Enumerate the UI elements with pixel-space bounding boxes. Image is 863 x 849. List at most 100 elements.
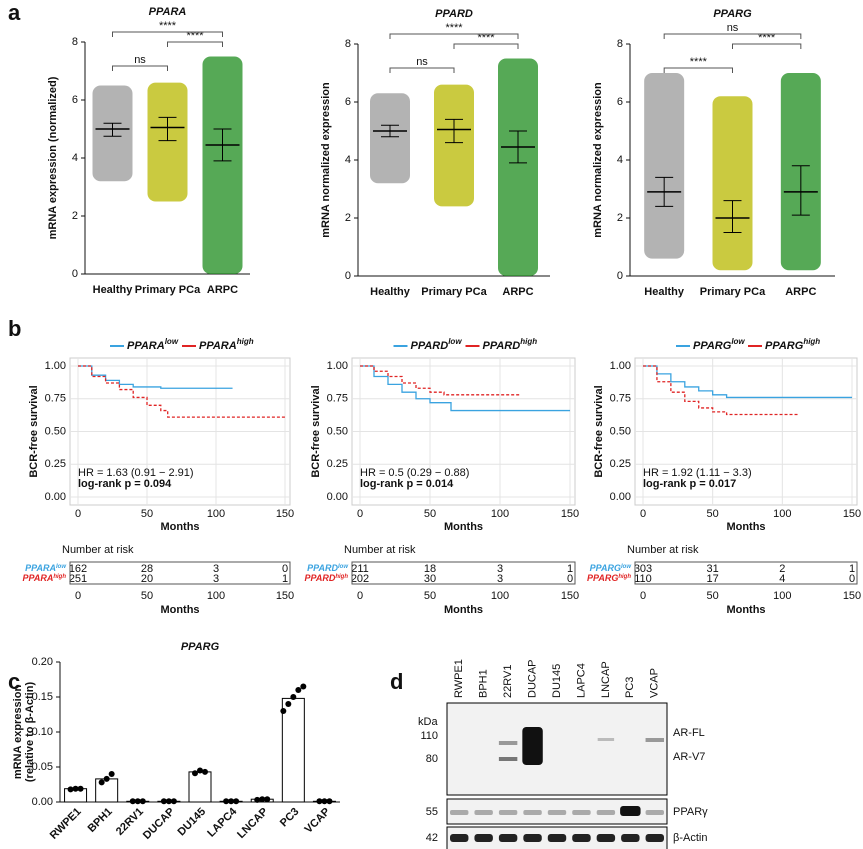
y-tick-label: 0 xyxy=(617,270,623,282)
legend-label: PPARDlow xyxy=(411,337,463,352)
band-label: AR-FL xyxy=(673,727,705,739)
legend-label: PPARDhigh xyxy=(483,337,538,352)
x-tick-label: 0 xyxy=(640,508,646,520)
data-point xyxy=(192,770,198,777)
data-point xyxy=(103,775,110,782)
y-tick-label: 8 xyxy=(617,38,623,50)
x-tick-label: 100 xyxy=(207,590,225,602)
significance: **** xyxy=(445,22,463,34)
bracket xyxy=(732,43,802,49)
y-tick-label: 1.00 xyxy=(45,360,66,372)
band xyxy=(498,741,518,745)
y-tick-label: 0.75 xyxy=(610,393,631,405)
data-point xyxy=(129,798,136,805)
data-point xyxy=(254,796,261,803)
chart-title: PPARA xyxy=(149,6,187,18)
survival-curve xyxy=(643,365,800,416)
x-tick-label: DU145 xyxy=(175,806,208,839)
y-tick-label: 0.75 xyxy=(45,393,66,405)
survival-curve xyxy=(643,365,852,399)
chart-title: PPARG xyxy=(181,641,220,653)
data-point xyxy=(160,798,167,805)
x-tick-label: Healthy xyxy=(93,284,134,296)
kda-marker: 110 xyxy=(420,730,438,742)
risk-value: 28 xyxy=(141,563,153,575)
risk-gene: PPARD xyxy=(307,563,338,573)
y-tick-label: 4 xyxy=(72,152,78,164)
risk-level: low xyxy=(56,564,66,570)
bracket xyxy=(389,33,519,39)
x-tick-label: Primary PCa xyxy=(135,284,201,296)
band xyxy=(572,810,591,815)
x-tick-label: 50 xyxy=(141,590,153,602)
x-tick-label: 50 xyxy=(424,508,436,520)
risk-value: 17 xyxy=(707,573,719,585)
y-tick-label: 0.10 xyxy=(32,726,53,738)
y-tick-label: 0.25 xyxy=(610,458,631,470)
value-range xyxy=(147,82,188,202)
panel-label: c xyxy=(8,669,20,694)
risk-value: 3 xyxy=(497,573,503,585)
kda-label: kDa xyxy=(418,716,438,728)
chart-title: PPARD xyxy=(435,8,473,20)
band xyxy=(645,810,664,815)
x-tick-label: 0 xyxy=(640,590,646,602)
lane-label: BPH1 xyxy=(478,669,490,698)
band xyxy=(620,806,641,816)
band xyxy=(498,757,518,761)
legend-label: PPARAhigh xyxy=(199,337,254,352)
x-tick-label: DUCAP xyxy=(141,806,177,842)
risk-level: high xyxy=(53,574,66,580)
annotation: HR = 0.5 (0.29 − 0.88) xyxy=(360,467,469,479)
data-point xyxy=(139,798,146,805)
y-tick-label: 0 xyxy=(72,268,78,280)
band xyxy=(547,834,567,842)
y-axis-label: BCR-free survival xyxy=(28,385,40,477)
legend-gene: PPARD xyxy=(483,340,521,352)
legend-gene: PPARA xyxy=(199,340,237,352)
y-axis-label: mRNA expression xyxy=(12,685,24,780)
band xyxy=(498,810,518,815)
bracket xyxy=(389,67,455,73)
y-tick-label: 0.25 xyxy=(327,458,348,470)
x-tick-label: LNCAP xyxy=(235,806,270,841)
band xyxy=(474,834,493,842)
risk-value: 162 xyxy=(69,563,87,575)
annotation: log-rank p = 0.017 xyxy=(643,478,736,490)
significance: **** xyxy=(186,30,204,42)
risk-value: 1 xyxy=(282,573,288,585)
x-tick-label: RWPE1 xyxy=(48,806,84,842)
data-point xyxy=(321,798,328,805)
bracket xyxy=(453,43,519,49)
risk-level: low xyxy=(338,564,348,570)
bracket xyxy=(663,33,802,39)
risk-value: 3 xyxy=(213,563,219,575)
x-tick-label: 50 xyxy=(424,590,436,602)
value-range xyxy=(498,58,538,276)
lane-label: LAPC4 xyxy=(575,663,587,698)
risk-value: 1 xyxy=(567,563,573,575)
data-point xyxy=(72,785,79,792)
risk-value: 4 xyxy=(779,573,785,585)
survival-curve xyxy=(78,365,285,418)
data-point xyxy=(264,796,271,803)
band xyxy=(621,834,640,842)
data-point xyxy=(134,798,141,805)
data-point xyxy=(316,798,323,805)
risk-level: high xyxy=(335,574,348,580)
legend-gene: PPARA xyxy=(127,340,165,352)
x-tick-label: ARPC xyxy=(207,284,238,296)
x-tick-label: 0 xyxy=(357,508,363,520)
panel-label: d xyxy=(390,669,403,694)
risk-value: 1 xyxy=(849,563,855,575)
risk-row-label: PPARAhigh xyxy=(22,573,66,583)
significance: **** xyxy=(758,32,776,44)
risk-value: 251 xyxy=(69,573,87,585)
x-tick-label: 150 xyxy=(561,508,579,520)
y-tick-label: 0.00 xyxy=(610,491,631,503)
value-range xyxy=(370,93,410,184)
risk-gene: PPARD xyxy=(304,573,335,583)
y-tick-label: 6 xyxy=(617,96,623,108)
y-tick-label: 0.50 xyxy=(327,425,348,437)
bracket xyxy=(167,41,223,47)
